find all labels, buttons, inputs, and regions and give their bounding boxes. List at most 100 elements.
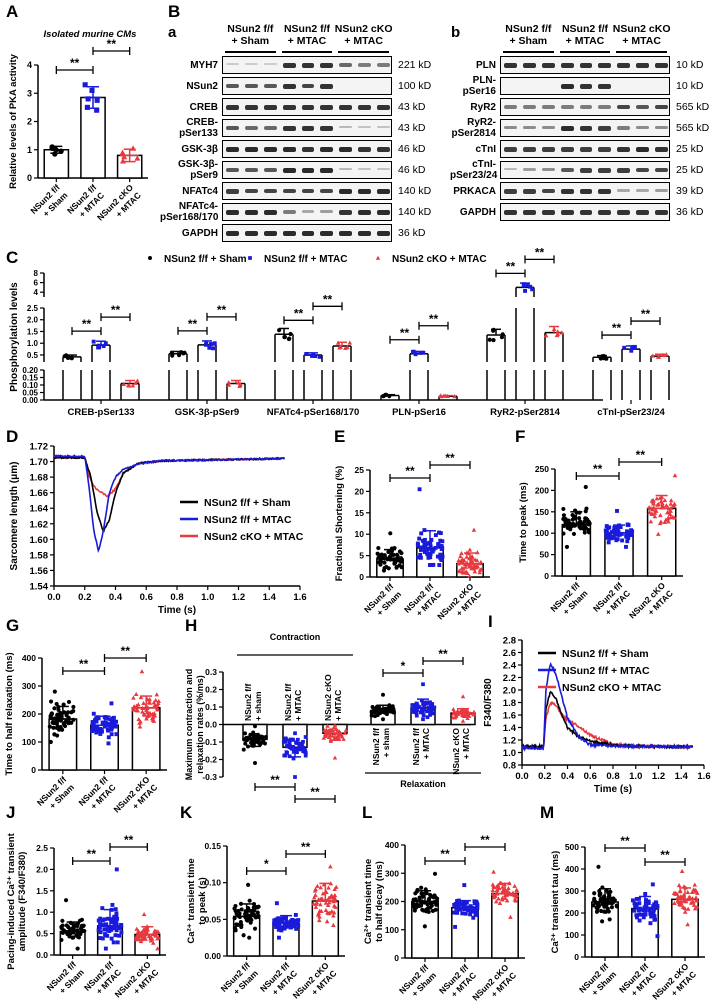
y-tick-label: 0.05 [22,389,38,398]
y-tick-label: 0.0 [36,950,48,960]
blot-band [244,84,258,89]
data-point [48,699,54,704]
blot-band [504,105,517,109]
data-point [416,555,421,560]
data-point [318,885,323,890]
data-point [110,902,115,907]
data-point [465,716,470,721]
data-point [138,938,144,944]
data-point [464,900,469,905]
data-point [294,741,299,745]
data-point [71,704,76,710]
data-point [253,761,257,765]
bar-label: + sham [381,728,391,758]
y-tick-label: 0.00 [204,951,221,961]
data-point [496,885,502,891]
data-point [381,717,385,722]
blot-band [301,231,315,236]
y-tick-label: 100 [565,930,579,940]
blot-protein-label: CREB-pSer133 [160,117,218,139]
blot-protein-label-line: PLN- [472,75,496,86]
blot-protein-label-line: pSer9 [190,170,218,181]
data-point [460,694,466,699]
data-point [254,905,259,910]
sub-letter-a: a [168,24,177,41]
blot-molecular-weight: 36 kD [398,227,426,239]
data-point [47,724,52,729]
data-point [381,554,386,559]
data-point [422,924,427,929]
data-point [673,890,678,896]
data-point [98,936,103,940]
blot-band [226,189,239,194]
chart-k-ca-time-to-peak: 0.00 0.05 0.10 0.15 Ca²⁺ transient time to pe… [186,840,345,1000]
data-point [109,927,114,932]
data-point [113,933,118,938]
blot-protein-label: CREB [160,102,218,113]
y-tick-label: 1 [27,145,32,155]
data-point [381,692,385,697]
x-tick-label: NSun2 f/f+ Sham [219,960,261,997]
x-tick-label: 0.8 [606,771,619,782]
x-tick-label: NSun2 cKO+ MTAC [470,962,518,1002]
data-point [609,905,614,910]
data-point [345,344,350,350]
data-point [316,897,321,902]
data-point [439,558,444,562]
data-point [490,887,496,893]
blot-band [579,84,593,89]
significance-bar-label: ** [121,644,131,658]
x-tick-label: 1.0 [201,592,214,603]
blot-band [636,126,650,130]
data-point [430,702,435,706]
x-tick-label: 0.2 [78,592,91,603]
data-point [513,898,519,903]
data-point [430,549,435,554]
data-point [523,288,528,293]
data-point [55,713,60,718]
data-point [103,932,108,937]
data-point [328,864,333,869]
data-point [94,726,99,731]
blot-band [244,63,258,66]
blot-band [263,210,277,215]
data-point [211,346,215,351]
data-point [328,893,334,898]
data-point [438,393,443,398]
x-tick-label: 1.2 [652,771,665,782]
data-point [277,917,281,922]
y-tick-label: 1.68 [30,473,49,484]
data-point [226,380,232,385]
panel-letter-c: C [6,248,19,267]
blot-band [282,231,296,236]
blot-band [522,210,536,215]
significance-bar-label: ** [506,259,516,273]
blot-protein-label: MYH7 [160,60,218,71]
blot-band [560,63,574,68]
y-tick-label: 0.0 [205,720,217,730]
data-point [626,522,631,527]
data-point [615,508,619,513]
data-point [561,531,566,536]
data-point [475,905,479,910]
data-point [96,928,101,933]
blot-molecular-weight: 221 kD [398,59,432,71]
data-point [65,710,71,715]
data-point [421,707,425,711]
blot-band [655,105,668,110]
blot-band [636,189,650,192]
data-point [279,928,284,933]
y-tick-label: 0 [394,953,399,963]
blot-band [339,63,353,67]
data-point [170,353,175,358]
blot-band [598,84,612,89]
data-point [282,335,287,340]
blot-band [263,147,277,152]
data-point [429,903,434,908]
data-point [629,348,634,353]
western-blot-b: NSun2 f/f + Sham NSun2 f/f + MTAC NSun2 cKO +… [450,20,714,245]
data-point [494,884,500,889]
bar-label: + sham [253,691,263,721]
y-tick-label: 2.0 [503,686,516,697]
data-point [282,926,287,931]
